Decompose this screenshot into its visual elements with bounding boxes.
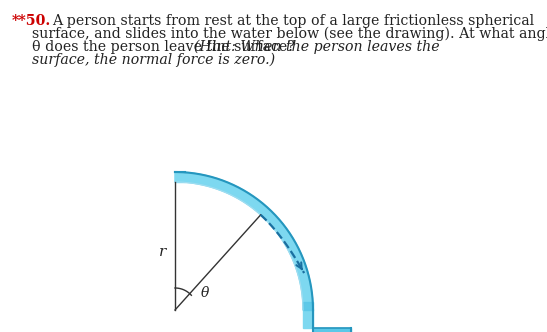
Text: r: r — [159, 245, 167, 259]
Polygon shape — [303, 302, 313, 310]
Text: **50.: **50. — [12, 14, 51, 28]
Polygon shape — [303, 310, 313, 328]
Polygon shape — [313, 328, 351, 332]
Text: A person starts from rest at the top of a large frictionless spherical: A person starts from rest at the top of … — [52, 14, 534, 28]
Text: surface, the normal force is zero.): surface, the normal force is zero.) — [32, 53, 275, 67]
Text: surface, and slides into the water below (see the drawing). At what angle: surface, and slides into the water below… — [32, 27, 547, 42]
Polygon shape — [175, 172, 313, 310]
Text: θ: θ — [201, 286, 209, 300]
Text: θ does the person leave the surface?: θ does the person leave the surface? — [32, 40, 299, 54]
Text: (Hint: When the person leaves the: (Hint: When the person leaves the — [194, 40, 440, 54]
Polygon shape — [175, 172, 185, 182]
